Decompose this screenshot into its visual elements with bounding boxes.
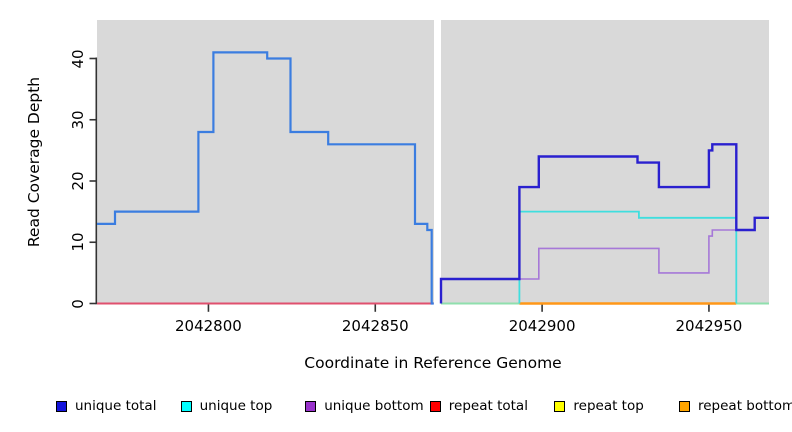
y-tick-label: 10	[69, 232, 87, 252]
unique-total-right-line	[439, 143, 769, 304]
legend-item: unique bottom	[305, 397, 424, 415]
legend-label: unique bottom	[324, 398, 424, 414]
legend: unique total unique top unique bottom repea…	[0, 397, 792, 417]
unique-total-left-line	[97, 51, 434, 305]
legend-swatch-repeat-total	[429, 400, 441, 412]
legend-swatch-repeat-bottom	[679, 400, 690, 412]
unique-bottom-line	[519, 229, 735, 280]
coverage-gap	[433, 20, 441, 304]
legend-label: unique top	[199, 398, 273, 414]
x-tick-label: 2042800	[174, 317, 242, 335]
legend-label: repeat top	[573, 398, 644, 414]
y-tick-label: 20	[69, 171, 87, 191]
legend-item: unique total	[56, 397, 156, 415]
x-tick-label: 2042850	[341, 317, 409, 335]
legend-swatch-unique-top	[180, 400, 192, 412]
legend-item: repeat total	[429, 397, 528, 415]
x-tick-label: 2042950	[675, 317, 743, 335]
legend-label: repeat total	[448, 398, 528, 414]
legend-item: unique top	[180, 397, 273, 415]
unique-top-line	[518, 210, 738, 304]
y-tick-label: 40	[69, 48, 87, 69]
legend-swatch-unique-bottom	[305, 400, 317, 412]
x-axis-title: Coordinate in Reference Genome	[304, 354, 562, 372]
legend-label: repeat bottom	[698, 398, 792, 414]
legend-item: repeat bottom	[679, 397, 792, 415]
y-tick-label: 0	[69, 298, 87, 309]
legend-swatch-unique-total	[56, 400, 67, 412]
legend-swatch-repeat-top	[554, 400, 566, 412]
legend-label: unique total	[75, 398, 157, 414]
y-tick-label: 30	[69, 110, 87, 130]
x-tick-label: 2042900	[508, 317, 576, 335]
y-axis-title: Read Coverage Depth	[25, 76, 43, 248]
legend-item: repeat top	[554, 397, 644, 415]
